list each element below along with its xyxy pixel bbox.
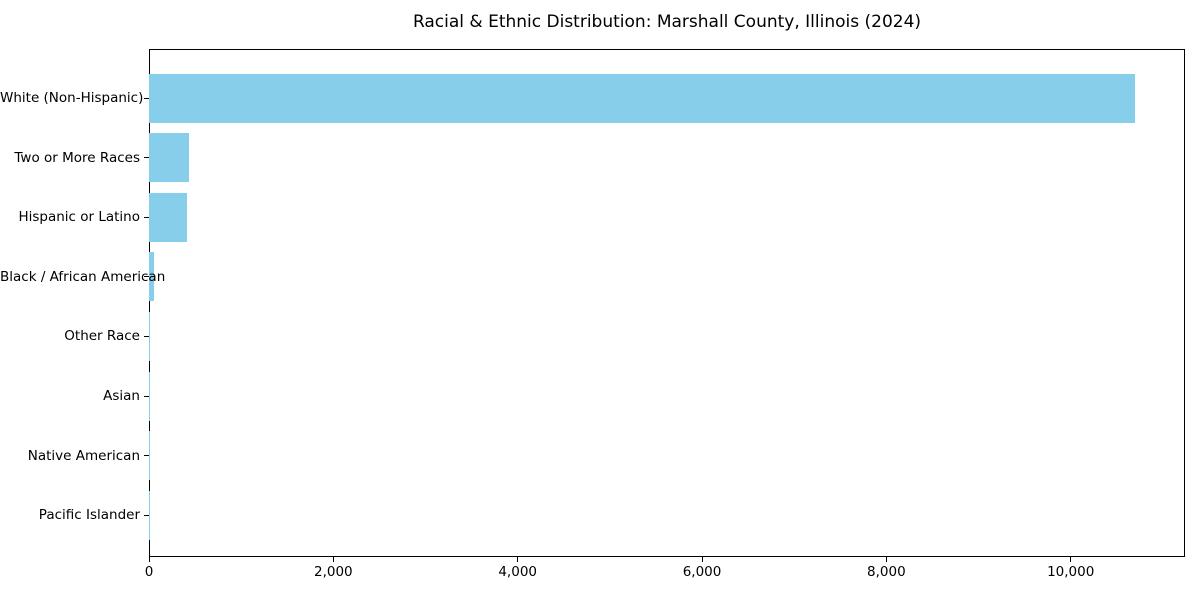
x-tick-mark <box>701 557 703 562</box>
y-tick-mark <box>144 455 149 457</box>
y-tick-label: Native American <box>27 447 140 464</box>
y-tick-label: Other Race <box>64 328 140 345</box>
bar-asian <box>149 371 151 421</box>
x-tick-mark <box>1070 557 1072 562</box>
y-tick-label: Two or More Races <box>14 149 140 166</box>
chart-title: Racial & Ethnic Distribution: Marshall C… <box>412 12 922 32</box>
y-tick-mark <box>144 276 149 278</box>
x-tick-mark <box>885 557 887 562</box>
x-tick-label: 4,000 <box>498 564 537 580</box>
y-tick-label: White (Non-Hispanic) <box>0 90 144 106</box>
bar-two-or-more-races <box>149 133 189 183</box>
y-tick-mark <box>144 514 149 516</box>
y-tick-label: Pacific Islander <box>38 507 140 524</box>
x-tick-mark <box>332 557 334 562</box>
x-tick-label: 10,000 <box>1047 564 1095 580</box>
y-tick-mark <box>144 157 149 159</box>
x-tick-label: 2,000 <box>314 564 353 580</box>
y-tick-mark <box>144 97 149 99</box>
x-tick-label: 6,000 <box>682 564 722 580</box>
x-tick-label: 0 <box>144 564 154 580</box>
y-tick-label: Asian <box>103 388 140 404</box>
y-tick-mark <box>144 216 149 218</box>
y-tick-label: Hispanic or Latino <box>18 209 140 226</box>
y-tick-mark <box>144 335 149 337</box>
bar-native-american <box>149 431 150 481</box>
x-tick-mark <box>517 557 519 562</box>
y-tick-label: Black / African American <box>0 268 166 285</box>
y-tick-mark <box>144 395 149 397</box>
bar-other-race <box>149 311 151 361</box>
bar-black-african-american <box>149 252 155 302</box>
bar-white-non-hispanic <box>149 73 1136 123</box>
bar-hispanic-or-latino <box>149 192 187 242</box>
x-tick-label: 8,000 <box>867 564 906 580</box>
plot-area <box>149 49 1185 557</box>
x-tick-mark <box>148 557 150 562</box>
